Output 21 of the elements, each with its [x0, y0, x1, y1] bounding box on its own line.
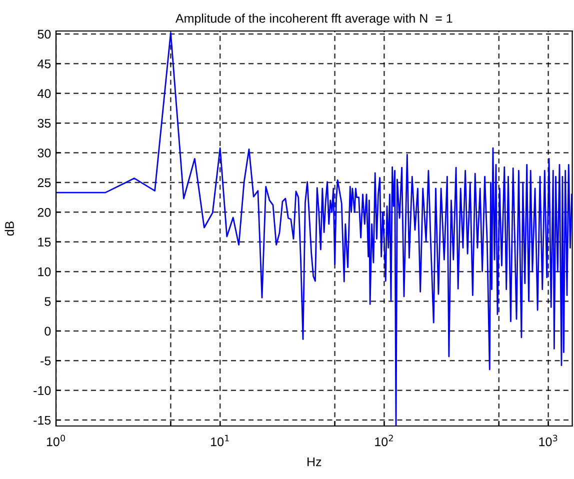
x-tick-label: 10$^{1}$	[211, 434, 229, 446]
y-tick-label: 45	[38, 60, 51, 68]
y-tick-label: -5	[40, 356, 51, 366]
x-tick-label: 10$^{3}$	[539, 434, 558, 446]
y-tick-label: 50	[38, 30, 51, 39]
x-axis-title: Hz	[308, 458, 322, 466]
y-tick-label: 25	[38, 178, 51, 188]
y-tick-label: 30	[38, 148, 51, 158]
chart-title: Amplitude of the incoherent fft average with N = 1	[175, 14, 452, 26]
y-tick-label: 0	[44, 326, 51, 336]
x-tick-label: 10$^{0}$	[46, 434, 66, 446]
y-tick-label: 15	[38, 238, 51, 247]
y-tick-label: 35	[38, 118, 51, 128]
y-tick-label: 5	[44, 297, 51, 306]
y-tick-label: 40	[38, 89, 51, 98]
y-tick-label: 20	[38, 208, 51, 217]
y-axis-title: dB	[4, 222, 14, 236]
x-tick-label: 10$^{2}$	[375, 434, 393, 446]
y-tick-label: -10	[34, 386, 51, 396]
y-tick-label: 10	[38, 267, 51, 276]
y-tick-label: -15	[34, 416, 51, 425]
